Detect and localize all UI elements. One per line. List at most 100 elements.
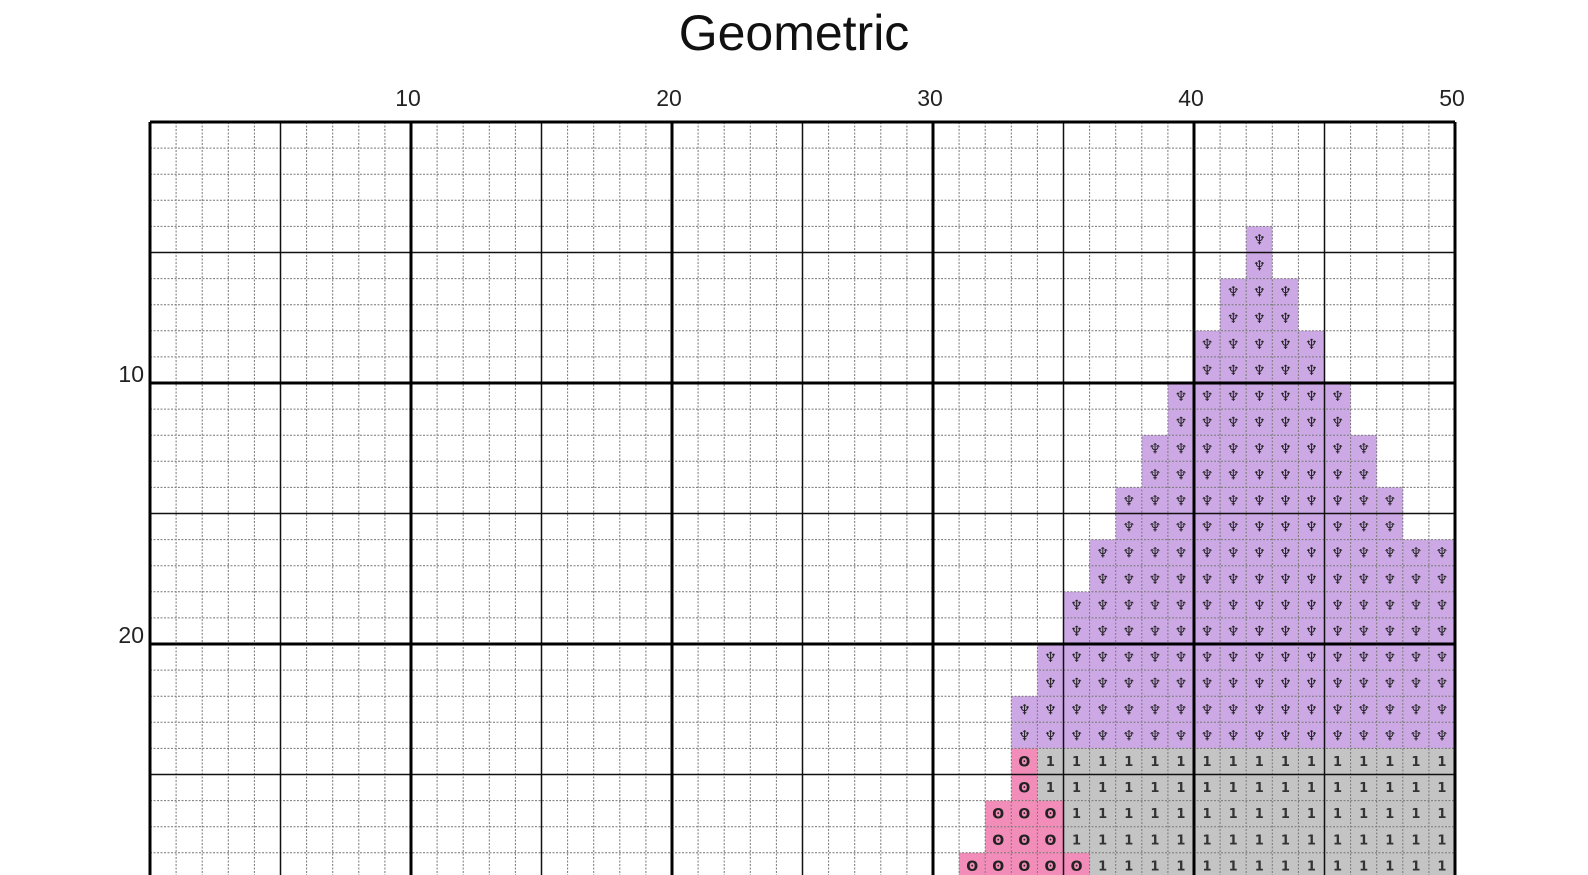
stitch-symbol-grey: 1 [1385,833,1394,848]
stitch-symbol-grey: 1 [1203,833,1212,848]
stitch-cell-purple [1194,565,1221,592]
stitch-cell-purple [1141,461,1168,488]
stitch-cell-grey [1194,800,1221,827]
stitch-symbol-purple: ♆ [1357,650,1370,666]
stitch-cell-grey [1141,774,1168,801]
stitch-cell-grey [1167,774,1194,801]
stitch-symbol-grey: 1 [1307,833,1316,848]
stitch-cell-grey [1220,774,1247,801]
stitch-cell-purple [1194,670,1221,697]
stitch-symbol-grey: 1 [1124,807,1133,822]
stitch-symbol-purple: ♆ [1331,546,1344,562]
stitch-symbol-grey: 1 [1385,781,1394,796]
stitch-symbol-purple: ♆ [1201,598,1214,614]
stitch-cell-purple [1220,513,1247,540]
stitch-cell-purple [1272,435,1299,462]
stitch-cell-grey [1428,852,1455,875]
stitch-symbol-purple: ♆ [1149,467,1162,483]
stitch-cell-purple [1089,591,1116,618]
stitch-symbol-purple: ♆ [1253,311,1266,327]
stitch-symbol-purple: ♆ [1279,598,1292,614]
stitch-symbol-purple: ♆ [1305,493,1318,509]
stitch-symbol-grey: 1 [1150,781,1159,796]
stitch-symbol-purple: ♆ [1253,232,1266,248]
stitch-symbol-grey: 1 [1359,859,1368,874]
column-number-40: 40 [1178,85,1204,111]
stitch-symbol-purple: ♆ [1201,702,1214,718]
stitch-cell-pink [985,800,1012,827]
stitch-cell-grey [1272,748,1299,775]
stitch-cell-purple [1298,487,1325,514]
stitch-cell-purple [1220,722,1247,749]
stitch-symbol-grey: 1 [1124,755,1133,770]
stitch-cell-purple [1194,539,1221,566]
stitch-cell-grey [1324,800,1351,827]
stitch-symbol-grey: 1 [1281,833,1290,848]
stitch-cell-purple [1220,565,1247,592]
stitch-cell-grey [1220,748,1247,775]
stitch-cell-purple [1141,565,1168,592]
stitch-symbol-grey: 1 [1150,859,1159,874]
stitch-cell-purple [1298,539,1325,566]
stitch-cell-purple [1324,722,1351,749]
stitch-symbol-purple: ♆ [1201,389,1214,405]
stitch-cell-purple [1063,591,1090,618]
stitch-cell-purple [1141,617,1168,644]
stitch-symbol-grey: 1 [1098,781,1107,796]
stitch-cell-purple [1194,487,1221,514]
stitch-cell-pink [959,852,986,875]
stitch-symbol-purple: ♆ [1201,546,1214,562]
stitch-cell-purple [1376,670,1403,697]
stitch-symbol-grey: 1 [1124,781,1133,796]
stitch-symbol-purple: ♆ [1279,676,1292,692]
stitch-cell-purple [1428,696,1455,723]
stitch-cell-grey [1350,852,1377,875]
stitch-symbol-purple: ♆ [1383,676,1396,692]
stitch-cell-purple [1272,304,1299,331]
stitch-symbol-grey: 1 [1255,859,1264,874]
stitch-symbol-purple: ♆ [1253,493,1266,509]
stitch-symbol-purple: ♆ [1070,624,1083,640]
stitch-cell-purple [1324,513,1351,540]
stitch-symbol-purple: ♆ [1227,624,1240,640]
stitch-symbol-purple: ♆ [1175,676,1188,692]
stitch-cell-purple [1141,644,1168,671]
column-number-30: 30 [917,85,943,111]
stitch-cell-purple [1428,565,1455,592]
stitch-cell-purple [1246,696,1273,723]
stitch-cell-purple [1428,670,1455,697]
stitch-symbol-purple: ♆ [1279,493,1292,509]
stitch-symbol-purple: ♆ [1175,650,1188,666]
stitch-cell-purple [1141,513,1168,540]
stitch-cell-purple [1350,722,1377,749]
stitch-symbol-purple: ♆ [1331,389,1344,405]
stitch-cell-grey [1194,852,1221,875]
stitch-cell-grey [1428,774,1455,801]
stitch-cell-purple [1246,252,1273,279]
stitch-cell-grey [1324,826,1351,853]
stitch-cell-purple [1298,670,1325,697]
stitch-cell-purple [1037,696,1064,723]
stitch-symbol-pink: ʘ [1018,859,1030,875]
row-number-20: 20 [118,622,144,648]
stitch-symbol-purple: ♆ [1279,415,1292,431]
stitch-symbol-purple: ♆ [1279,624,1292,640]
stitch-symbol-purple: ♆ [1279,546,1292,562]
stitch-symbol-purple: ♆ [1357,441,1370,457]
stitch-cell-purple [1115,591,1142,618]
stitch-symbol-purple: ♆ [1044,702,1057,718]
stitch-cell-purple [1324,591,1351,618]
stitch-cell-purple [1272,513,1299,540]
stitch-cell-purple [1376,539,1403,566]
stitch-symbol-purple: ♆ [1149,728,1162,744]
stitch-cell-purple [1220,356,1247,383]
stitch-symbol-purple: ♆ [1227,415,1240,431]
stitch-cell-purple [1376,722,1403,749]
stitch-cell-purple [1350,487,1377,514]
stitch-symbol-purple: ♆ [1096,702,1109,718]
stitch-symbol-purple: ♆ [1096,572,1109,588]
stitch-symbol-pink: ʘ [1044,833,1056,849]
stitch-symbol-grey: 1 [1176,807,1185,822]
stitch-symbol-grey: 1 [1229,833,1238,848]
stitch-symbol-purple: ♆ [1201,363,1214,379]
